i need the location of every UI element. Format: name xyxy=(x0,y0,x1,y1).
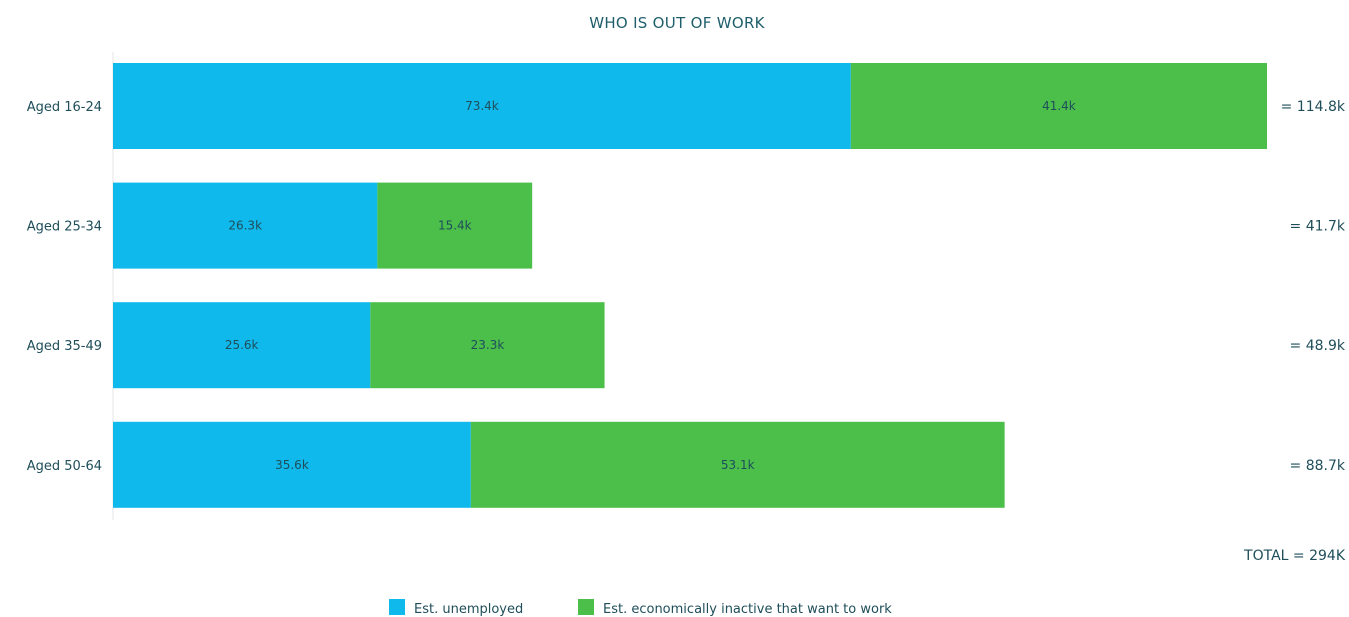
bar-segment-series-2 xyxy=(850,63,1267,149)
grand-total-label: TOTAL = 294K xyxy=(1243,548,1346,564)
bar-segment-series-2 xyxy=(370,302,605,389)
row-total-label: = 48.9k xyxy=(1290,338,1346,354)
category-label: Aged 25-34 xyxy=(27,220,102,235)
data-label: 41.4k xyxy=(1042,99,1076,113)
chart-title: WHO IS OUT OF WORK xyxy=(589,14,765,32)
row-total-label: = 41.7k xyxy=(1290,219,1346,235)
row-total-label: = 114.8k xyxy=(1281,99,1346,115)
data-label: 73.4k xyxy=(465,99,499,113)
bar-segment-series-1 xyxy=(113,182,378,269)
bar-segment-series-1 xyxy=(113,63,851,149)
data-label: 15.4k xyxy=(438,219,472,233)
legend-swatch-2 xyxy=(578,599,594,615)
legend-label-1: Est. unemployed xyxy=(414,602,523,617)
row-total-label: = 88.7k xyxy=(1290,458,1346,474)
legend-label-2: Est. economically inactive that want to … xyxy=(603,602,892,617)
category-label: Aged 50-64 xyxy=(27,459,102,474)
legend: Est. unemployed Est. economically inactiv… xyxy=(389,599,892,617)
data-label: 25.6k xyxy=(225,338,259,352)
data-label: 35.6k xyxy=(275,458,309,472)
category-label: Aged 16-24 xyxy=(27,100,102,115)
data-label: 53.1k xyxy=(721,458,755,472)
bar-segment-series-2 xyxy=(470,421,1005,508)
legend-swatch-1 xyxy=(389,599,405,615)
bar-segment-series-1 xyxy=(113,421,471,508)
bar-segment-series-1 xyxy=(113,302,371,389)
category-label: Aged 35-49 xyxy=(27,339,102,354)
data-label: 23.3k xyxy=(471,338,505,352)
bars-group: Aged 16-24 73.4k 41.4k = 114.8k Aged 25-34 26… xyxy=(27,63,1346,508)
data-label: 26.3k xyxy=(228,219,262,233)
bar-segment-series-2 xyxy=(377,182,533,269)
